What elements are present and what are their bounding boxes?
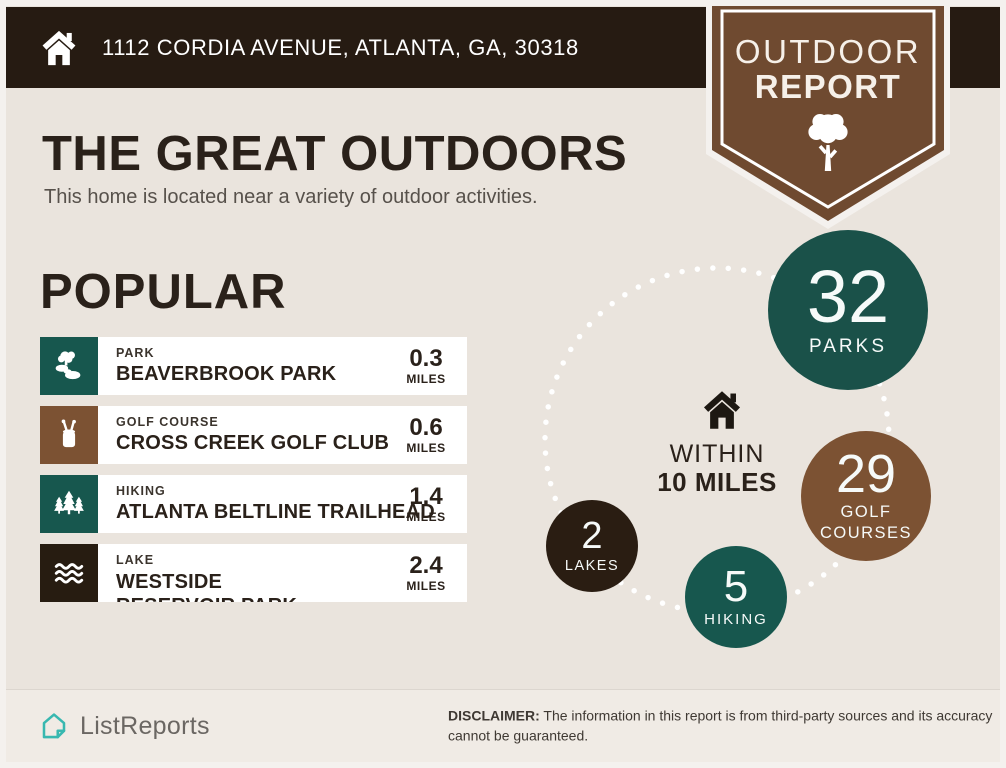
tree-icon — [808, 114, 848, 171]
golf-courses-count: 29 — [835, 443, 897, 504]
distance-value: 2.4 — [409, 552, 443, 580]
outdoor-report-badge: OUTDOOR REPORT — [706, 6, 950, 229]
bubble-golf-courses: 29 GOLF COURSES — [801, 431, 931, 561]
item-distance: 2.4 MILES — [397, 553, 455, 592]
home-icon — [42, 30, 76, 65]
lake-icon — [40, 544, 98, 602]
lakes-label: LAKES — [564, 557, 620, 574]
item-category: HIKING — [116, 484, 166, 498]
parks-count: 32 — [806, 254, 890, 338]
distance-unit: MILES — [406, 578, 446, 593]
parks-label: PARKS — [808, 336, 887, 358]
item-category: PARK — [116, 346, 155, 360]
park-icon — [40, 337, 98, 395]
badge-title-line1: OUTDOOR — [734, 33, 922, 70]
golf-icon — [40, 406, 98, 464]
footer: ListReports DISCLAIMER: The information … — [6, 689, 1000, 762]
page-title: THE GREAT OUTDOORS — [42, 127, 628, 181]
item-category: GOLF COURSE — [116, 415, 219, 429]
distance-value: 1.4 — [409, 483, 443, 511]
distance-value: 0.6 — [409, 414, 443, 442]
list-item-golf-course: GOLF COURSE CROSS CREEK GOLF CLUB 0.6 MI… — [40, 406, 467, 464]
page-subtitle: This home is located near a variety of o… — [44, 186, 538, 208]
item-name: CROSS CREEK GOLF CLUB — [116, 432, 390, 454]
hiking-icon — [40, 475, 98, 533]
popular-heading: POPULAR — [40, 265, 287, 319]
within-radius-value: 10 MILES — [657, 467, 777, 497]
distance-unit: MILES — [406, 440, 446, 455]
list-item-hiking: HIKING ATLANTA BELTLINE TRAILHEAD 1.4 MI… — [40, 475, 467, 533]
bubble-lakes: 2 LAKES — [546, 500, 638, 592]
within-label: WITHIN — [669, 440, 765, 468]
distance-unit: MILES — [406, 371, 446, 386]
list-item-body: GOLF COURSE CROSS CREEK GOLF CLUB 0.6 MI… — [98, 406, 467, 464]
popular-list: PARK BEAVERBROOK PARK 0.3 MILES — [40, 337, 467, 613]
brand-name: ListReports — [80, 711, 210, 740]
list-item-body: PARK BEAVERBROOK PARK 0.3 MILES — [98, 337, 467, 395]
disclaimer-body: The information in this report is from t… — [448, 707, 993, 743]
disclaimer-text: DISCLAIMER: The information in this repo… — [448, 706, 993, 745]
list-item-park: PARK BEAVERBROOK PARK 0.3 MILES — [40, 337, 467, 395]
listreports-brand: ListReports — [38, 710, 210, 742]
lakes-count: 2 — [581, 515, 603, 558]
item-distance: 0.6 MILES — [397, 415, 455, 454]
disclaimer-label: DISCLAIMER: — [448, 707, 540, 724]
list-item-lake: LAKE WESTSIDE RESERVOIR PARK 2.4 MILES — [40, 544, 467, 602]
property-address: 1112 CORDIA AVENUE, ATLANTA, GA, 30318 — [102, 34, 579, 60]
item-name: WESTSIDE RESERVOIR PARK — [116, 571, 297, 602]
item-name: ATLANTA BELTLINE TRAILHEAD — [116, 501, 435, 523]
house-icon — [703, 391, 741, 429]
listreports-logo-icon — [42, 713, 66, 739]
badge-title-line2: REPORT — [754, 68, 902, 105]
golf-courses-label: GOLF COURSES — [819, 503, 913, 542]
distance-unit: MILES — [406, 509, 446, 524]
list-item-body: HIKING ATLANTA BELTLINE TRAILHEAD 1.4 MI… — [98, 475, 467, 533]
bubble-hiking: 5 HIKING — [685, 546, 787, 648]
item-category: LAKE — [116, 553, 155, 567]
item-distance: 0.3 MILES — [397, 346, 455, 385]
bubble-parks: 32 PARKS — [768, 230, 928, 390]
distance-value: 0.3 — [409, 345, 443, 373]
hiking-count: 5 — [723, 562, 749, 612]
item-name: BEAVERBROOK PARK — [116, 363, 337, 385]
item-distance: 1.4 MILES — [397, 484, 455, 523]
hiking-label: HIKING — [704, 610, 768, 628]
list-item-body: LAKE WESTSIDE RESERVOIR PARK 2.4 MILES — [98, 544, 467, 602]
report-page: 1112 CORDIA AVENUE, ATLANTA, GA, 30318 O… — [6, 6, 1000, 762]
